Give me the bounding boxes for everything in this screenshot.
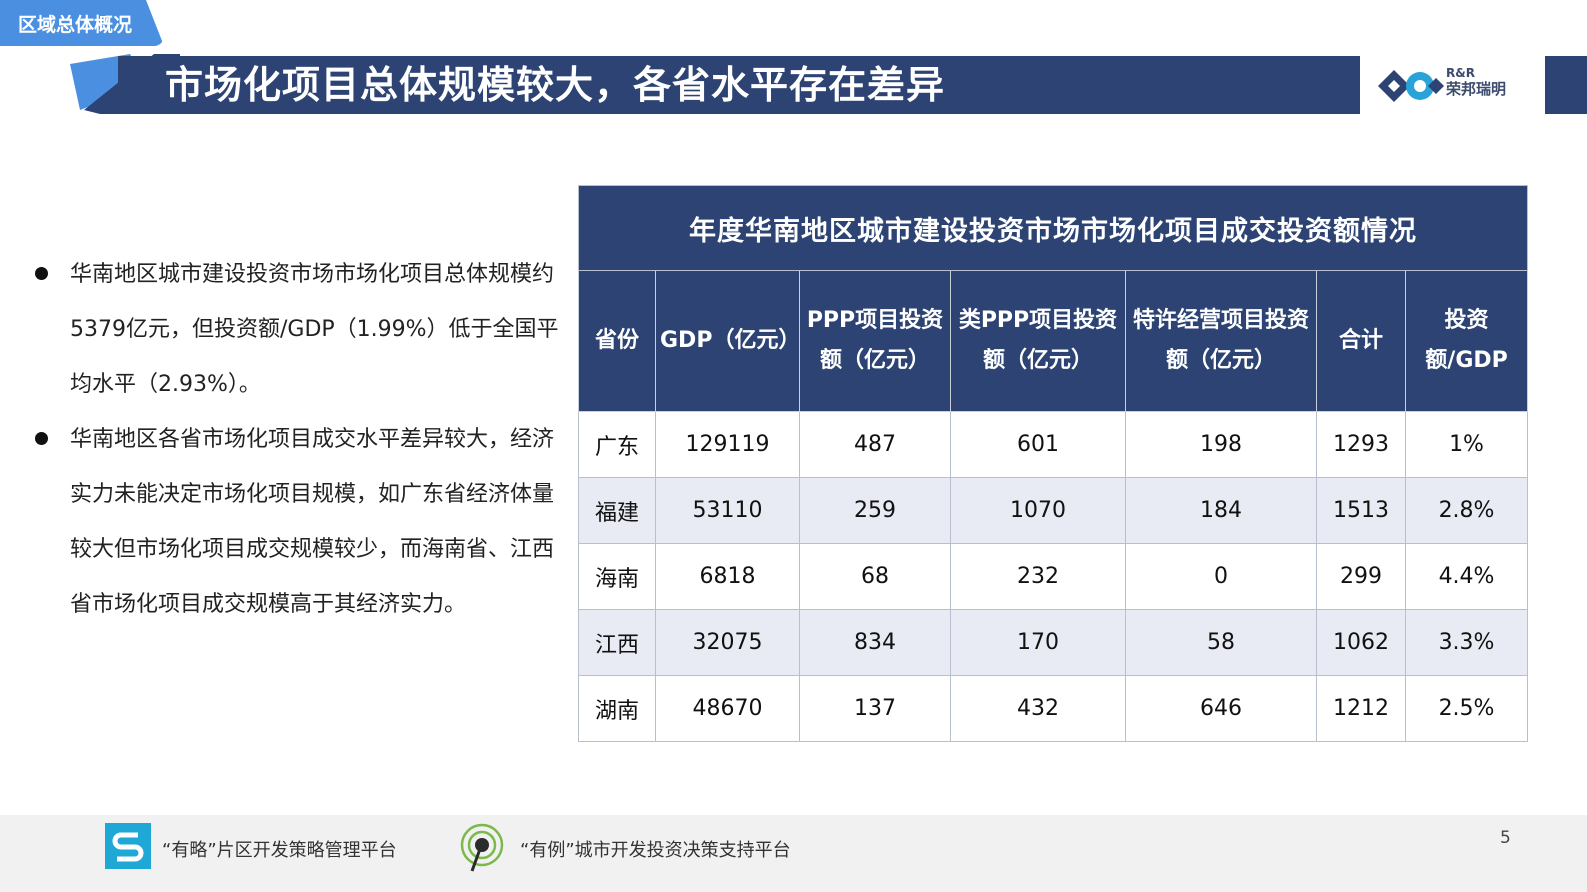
- table-row: 福建 53110 259 1070 184 1513 2.8%: [578, 477, 1529, 544]
- table-cell: 646: [1125, 675, 1317, 742]
- col-header: 合计: [1316, 270, 1406, 412]
- table-cell: 53110: [655, 477, 800, 544]
- title-bar: [118, 56, 1360, 114]
- table-cell: 福建: [578, 477, 656, 544]
- bullet-dot-icon: [35, 432, 48, 445]
- col-header: GDP（亿元）: [655, 270, 800, 412]
- col-header: 省份: [578, 270, 656, 412]
- table-cell: 232: [950, 543, 1126, 610]
- col-header: 特许经营项目投资额（亿元）: [1125, 270, 1317, 412]
- table-cell: 48670: [655, 675, 800, 742]
- table-cell: 海南: [578, 543, 656, 610]
- table-cell: 170: [950, 609, 1126, 676]
- table-cell: 湖南: [578, 675, 656, 742]
- table-cell: 487: [799, 411, 951, 478]
- table-cell: 601: [950, 411, 1126, 478]
- bullet-list: 华南地区城市建设投资市场市场化项目总体规模约5379亿元，但投资额/GDP（1.…: [30, 247, 560, 632]
- table-row: 广东 129119 487 601 198 1293 1%: [578, 411, 1529, 478]
- table-cell: 834: [799, 609, 951, 676]
- table-row: 湖南 48670 137 432 646 1212 2.5%: [578, 675, 1529, 742]
- bullet-dot-icon: [35, 267, 48, 280]
- table-cell: 1070: [950, 477, 1126, 544]
- table-cell: 58: [1125, 609, 1317, 676]
- table-cell: 137: [799, 675, 951, 742]
- table-cell: 1212: [1316, 675, 1406, 742]
- brand-logo-icon: [1378, 70, 1444, 102]
- investment-table: 年度华南地区城市建设投资市场市场化项目成交投资额情况 省份 GDP（亿元） PP…: [577, 185, 1529, 742]
- table-row: 江西 32075 834 170 58 1062 3.3%: [578, 609, 1529, 676]
- table-cell: 1513: [1316, 477, 1406, 544]
- page-number: 5: [1500, 828, 1511, 848]
- brand-logo-cn: 荣邦瑞明: [1446, 80, 1507, 98]
- strategy-platform-icon: [105, 823, 151, 869]
- brand-logo-en: R&R: [1446, 66, 1475, 80]
- table-cell: 2.8%: [1404, 477, 1529, 544]
- table-row: 海南 6818 68 232 0 299 4.4%: [578, 543, 1529, 610]
- table-cell: 129119: [655, 411, 800, 478]
- table-caption: 年度华南地区城市建设投资市场市场化项目成交投资额情况: [577, 185, 1529, 271]
- table-cell: 广东: [578, 411, 656, 478]
- footer-bar: [0, 815, 1587, 892]
- table-cell: 1062: [1316, 609, 1406, 676]
- table-cell: 0: [1125, 543, 1317, 610]
- table-cell: 184: [1125, 477, 1317, 544]
- table-cell: 1293: [1316, 411, 1406, 478]
- bullet-text: 华南地区各省市场化项目成交水平差异较大，经济实力未能决定市场化项目规模，如广东省…: [70, 427, 555, 617]
- table-header-row: 省份 GDP（亿元） PPP项目投资额（亿元） 类PPP项目投资额（亿元） 特许…: [578, 270, 1529, 412]
- footer-platform-1: “有略”片区开发策略管理平台: [162, 840, 397, 861]
- page-title: 市场化项目总体规模较大，各省水平存在差异: [165, 63, 946, 107]
- table-cell: 2.5%: [1404, 675, 1529, 742]
- col-header: 投资额/GDP: [1404, 270, 1529, 412]
- col-header: PPP项目投资额（亿元）: [799, 270, 951, 412]
- table-cell: 1%: [1404, 411, 1529, 478]
- footer-platform-2: “有例”城市开发投资决策支持平台: [520, 840, 791, 861]
- title-right-strip: [1545, 56, 1587, 114]
- brand-logo-label: R&R 荣邦瑞明: [1446, 66, 1506, 98]
- table-cell: 32075: [655, 609, 800, 676]
- table-cell: 江西: [578, 609, 656, 676]
- col-header: 类PPP项目投资额（亿元）: [950, 270, 1126, 412]
- bullet-item: 华南地区城市建设投资市场市场化项目总体规模约5379亿元，但投资额/GDP（1.…: [30, 247, 560, 412]
- table-cell: 198: [1125, 411, 1317, 478]
- table-cell: 3.3%: [1404, 609, 1529, 676]
- table-cell: 432: [950, 675, 1126, 742]
- table-cell: 259: [799, 477, 951, 544]
- table-cell: 4.4%: [1404, 543, 1529, 610]
- bullet-item: 华南地区各省市场化项目成交水平差异较大，经济实力未能决定市场化项目规模，如广东省…: [30, 412, 560, 632]
- decision-platform-icon: [460, 823, 504, 872]
- table-cell: 299: [1316, 543, 1406, 610]
- table-cell: 68: [799, 543, 951, 610]
- section-tab: 区域总体概况: [0, 0, 164, 46]
- bullet-text: 华南地区城市建设投资市场市场化项目总体规模约5379亿元，但投资额/GDP（1.…: [70, 262, 559, 397]
- table-cell: 6818: [655, 543, 800, 610]
